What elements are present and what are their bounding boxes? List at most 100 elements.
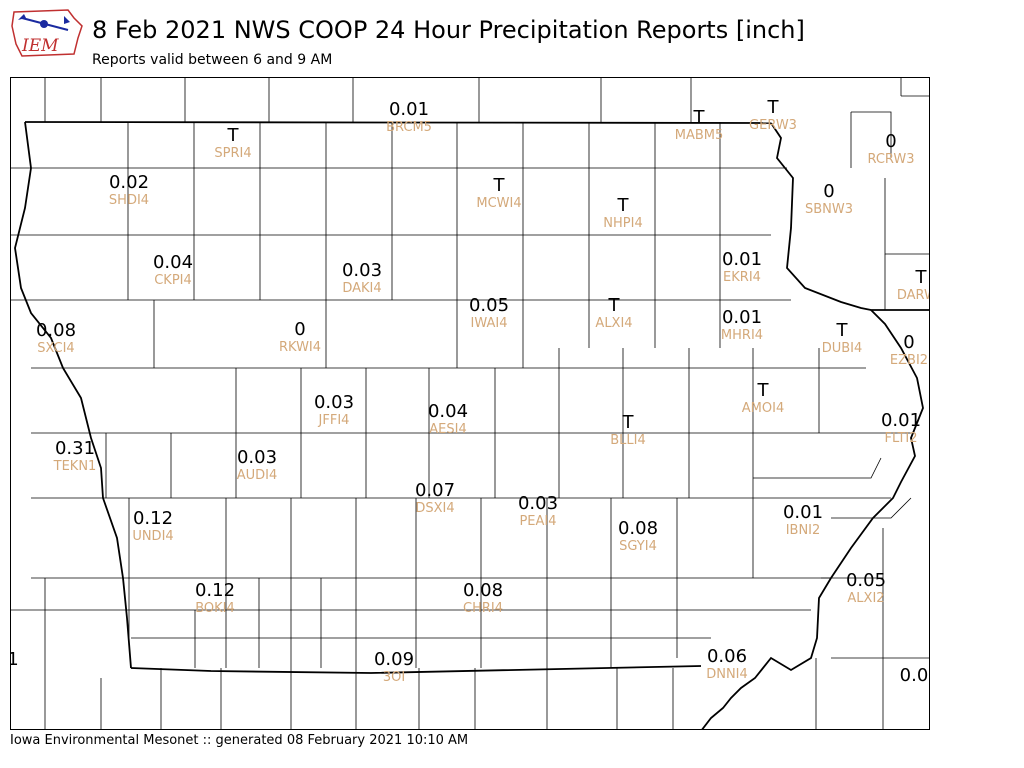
station-id: DNNI4 — [706, 667, 748, 682]
station-report: 0 SBNW3 — [804, 181, 854, 218]
station-report: T NHPI4 — [603, 195, 643, 232]
precip-value: T — [622, 412, 634, 433]
station-report: T AMOI4 — [741, 380, 785, 417]
svg-text:IEM: IEM — [21, 36, 59, 56]
station-id: NHPI4 — [603, 216, 643, 231]
station-id: AUDI4 — [236, 468, 278, 483]
map-footer: Iowa Environmental Mesonet :: generated … — [10, 733, 469, 748]
precip-value: T — [836, 320, 848, 341]
station-id: DAKI4 — [342, 281, 382, 296]
precip-value: T — [915, 267, 927, 288]
station-report: 0.08 SXCI4 — [35, 320, 77, 357]
station-report: 0.01 EKRI4 — [721, 249, 763, 286]
station-report: 0.09 3OI — [373, 649, 415, 686]
station-id: RKWI4 — [278, 340, 322, 355]
station-id: EKRI4 — [723, 270, 761, 285]
precip-value: 0.01 — [721, 249, 763, 270]
station-report: 0.08 CHRI4 — [462, 581, 503, 617]
station-report: 0.07 DSXI4 — [414, 480, 456, 517]
precip-value: 0.09 — [373, 649, 415, 670]
station-report: 0.01 IBNI2 — [782, 502, 824, 539]
station-report: T MCWI4 — [476, 175, 522, 212]
precip-value: 1 — [11, 650, 19, 670]
station-id: MCWI4 — [476, 196, 522, 211]
precip-value: 0 — [823, 181, 835, 202]
station-id: EZBI2 — [889, 353, 929, 368]
precip-value: 0.01 — [721, 307, 763, 328]
station-id: MHRI4 — [720, 328, 764, 343]
station-report: 0.05 ALXI2 — [846, 571, 886, 607]
precip-value: T — [608, 295, 620, 316]
precip-value: 0.0 — [899, 665, 929, 686]
station-report: 0.04 CKPI4 — [152, 252, 194, 289]
precip-value: T — [767, 97, 779, 118]
station-report: 0 RKWI4 — [278, 319, 322, 356]
station-id: SPRI4 — [214, 146, 252, 161]
station-id: UNDI4 — [132, 529, 174, 544]
precip-value: 0.01 — [880, 410, 922, 431]
precip-value: 0.04 — [427, 401, 469, 422]
station-report: 0 RCRW3 — [867, 132, 915, 168]
precip-value: 0.03 — [341, 260, 383, 281]
precip-value: 0.12 — [132, 508, 174, 529]
station-id: MABM5 — [674, 128, 724, 143]
station-id: 3OI — [382, 670, 406, 685]
precip-value: 0.06 — [706, 646, 748, 667]
station-id: CHRI4 — [462, 601, 503, 616]
station-id: SXCI4 — [37, 341, 75, 356]
station-report: 0.02 SHDI4 — [108, 172, 150, 209]
station-report: 1 — [11, 650, 19, 670]
station-report: T ALXI4 — [595, 295, 632, 332]
station-report: 0.01 BRCM5 — [386, 100, 432, 136]
map-subtitle: Reports valid between 6 and 9 AM — [92, 52, 333, 68]
precip-value: T — [493, 175, 505, 196]
station-report: 0.05 IWAI4 — [469, 296, 509, 332]
station-id: IWAI4 — [470, 316, 508, 331]
station-id: AMOI4 — [741, 401, 785, 416]
precip-value: 0.08 — [35, 320, 77, 341]
precip-value: 0.01 — [782, 502, 824, 523]
station-id: DUBI4 — [821, 341, 863, 356]
station-id: CKPI4 — [154, 273, 192, 288]
station-id: FLTI2 — [884, 431, 918, 446]
station-id: SGYI4 — [619, 539, 657, 554]
station-report: 0.10 — [119, 728, 159, 730]
station-report: 0.01 FLTI2 — [880, 410, 922, 447]
station-id: DARW3 — [896, 288, 929, 303]
iem-logo: IEM — [11, 9, 83, 57]
precip-value: 0.31 — [54, 438, 96, 459]
station-report: T MABM5 — [674, 108, 724, 144]
station-report: T BLLI4 — [610, 412, 646, 449]
precip-value: 0.07 — [414, 480, 456, 501]
precip-value: 0.03 — [313, 392, 355, 413]
station-id: BRCM5 — [386, 120, 432, 135]
precip-value: 0.04 — [152, 252, 194, 273]
station-id: RCRW3 — [867, 152, 915, 167]
station-report: 0.03 DAKI4 — [341, 260, 383, 297]
station-report: T SPRI4 — [214, 125, 252, 162]
precip-value: 0 — [294, 319, 306, 340]
station-report: 0.12 UNDI4 — [132, 508, 174, 545]
precip-value: T — [227, 125, 239, 146]
precip-value: 0.08 — [617, 518, 659, 539]
station-report: 0 EZBI2 — [889, 333, 929, 369]
station-id: JFFI4 — [318, 413, 350, 428]
precip-value: 0.02 — [108, 172, 150, 193]
station-report: T GERW3 — [749, 97, 797, 134]
precip-value: 0.03 — [517, 493, 559, 514]
station-id: DSXI4 — [415, 501, 455, 516]
precip-value: 0.03 — [236, 447, 278, 468]
station-report: TDARW3 — [896, 267, 929, 304]
precipitation-map: 0.01 BRCM5 T MABM5 T GERW3 T SPRI4 0 RCRW3 0.02 SHD… — [10, 77, 930, 730]
station-id: BOKI4 — [195, 601, 235, 616]
station-id: AESI4 — [429, 422, 467, 437]
station-report: 0.03 JFFI4 — [313, 392, 355, 429]
station-report: 0.31 TEKN1 — [54, 438, 97, 475]
station-id: PEAI4 — [519, 514, 557, 529]
station-report: 0.01 MHRI4 — [720, 307, 764, 344]
precip-value: T — [617, 195, 629, 216]
precip-value: T — [757, 380, 769, 401]
county-boundaries — [11, 78, 929, 729]
station-id: BLLI4 — [610, 433, 646, 448]
station-id: SBNW3 — [804, 202, 854, 217]
